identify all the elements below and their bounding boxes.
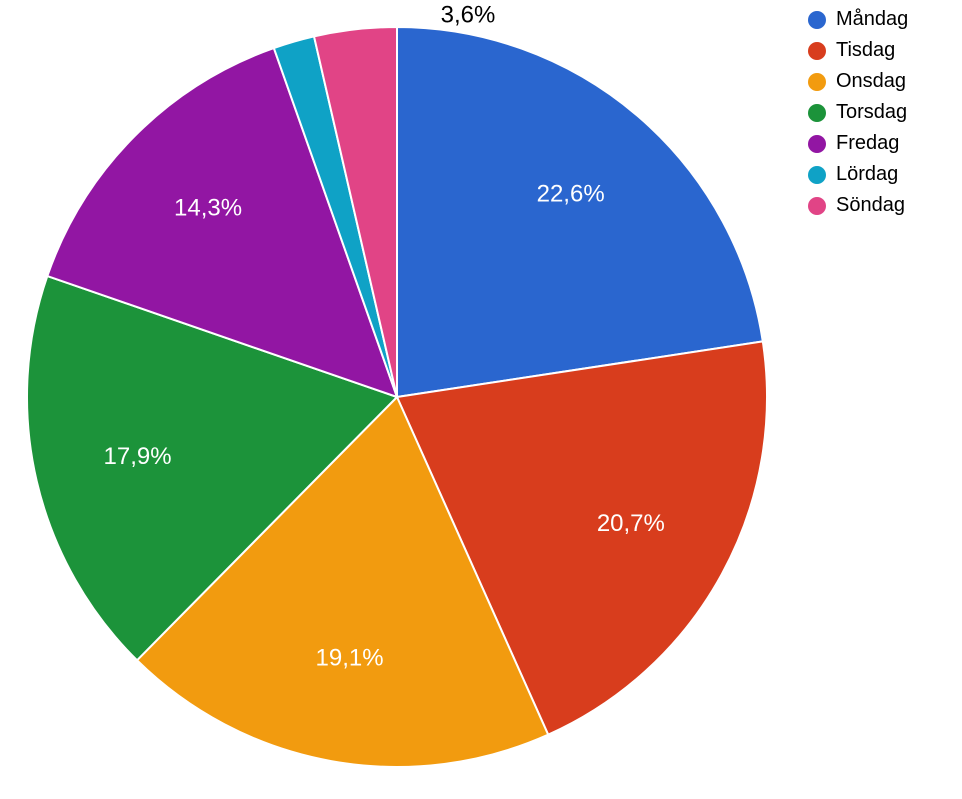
slice-label: 19,1% xyxy=(316,644,384,671)
legend-swatch xyxy=(808,11,826,29)
legend-item: Fredag xyxy=(808,132,908,155)
legend-swatch xyxy=(808,73,826,91)
legend-item: Lördag xyxy=(808,163,908,186)
legend: Måndag Tisdag Onsdag Torsdag Fredag Lördag Sön… xyxy=(808,8,908,217)
slice-label: 22,6% xyxy=(537,180,605,207)
legend-item: Torsdag xyxy=(808,101,908,124)
slice-label: 17,9% xyxy=(104,443,172,470)
slice-label: 3,6% xyxy=(441,1,496,28)
legend-swatch xyxy=(808,135,826,153)
legend-label: Måndag xyxy=(836,8,908,31)
pie-slice xyxy=(397,27,763,397)
pie-chart: 22,6% 20,7% 19,1% 17,9% 14,3% 3,6% xyxy=(0,0,794,794)
slice-label: 14,3% xyxy=(174,195,242,222)
legend-label: Tisdag xyxy=(836,39,895,62)
slice-label: 20,7% xyxy=(597,510,665,537)
legend-swatch xyxy=(808,104,826,122)
legend-item: Söndag xyxy=(808,194,908,217)
legend-label: Onsdag xyxy=(836,70,906,93)
legend-swatch xyxy=(808,42,826,60)
legend-swatch xyxy=(808,166,826,184)
legend-label: Lördag xyxy=(836,163,898,186)
legend-item: Måndag xyxy=(808,8,908,31)
legend-label: Fredag xyxy=(836,132,899,155)
legend-item: Tisdag xyxy=(808,39,908,62)
legend-swatch xyxy=(808,197,826,215)
legend-label: Söndag xyxy=(836,194,905,217)
legend-item: Onsdag xyxy=(808,70,908,93)
chart-container: 22,6% 20,7% 19,1% 17,9% 14,3% 3,6% Måndag Tisd… xyxy=(0,0,962,794)
legend-label: Torsdag xyxy=(836,101,907,124)
